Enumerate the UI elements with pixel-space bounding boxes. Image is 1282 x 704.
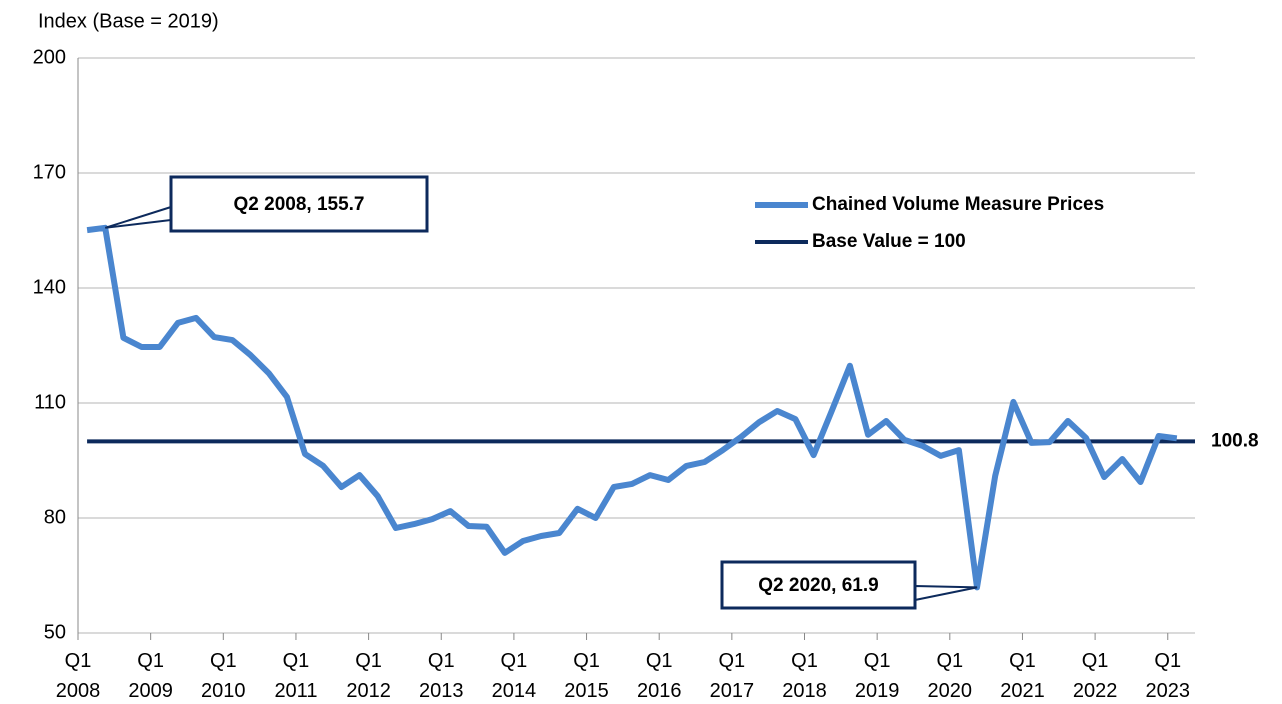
x-tick-label: Q1 2019 <box>855 650 900 702</box>
annotation: Q2 2008, 155.7 <box>234 194 365 215</box>
x-tick-label: Q1 2009 <box>128 650 173 702</box>
x-tick-label: Q1 2011 <box>274 650 317 702</box>
legend-label: Base Value = 100 <box>812 231 966 252</box>
legend-label: Chained Volume Measure Prices <box>812 194 1104 215</box>
end-value-label: 100.8 <box>1211 430 1259 451</box>
y-axis-label: Index (Base = 2019) <box>38 10 219 32</box>
x-tick-label: Q1 2008 <box>56 650 101 702</box>
y-tick-label: 50 <box>44 621 66 643</box>
y-tick-label: 110 <box>34 391 66 413</box>
annotation: Q2 2020, 61.9 <box>758 575 878 596</box>
x-tick-label: Q1 2021 <box>1000 650 1045 702</box>
x-tick-label: Q1 2022 <box>1073 650 1118 702</box>
x-tick-label: Q1 2020 <box>928 650 973 702</box>
x-tick-label: Q1 2014 <box>492 650 537 702</box>
callout-pointer <box>914 584 978 602</box>
x-tick-label: Q1 2023 <box>1146 650 1191 702</box>
x-tick-label: Q1 2015 <box>564 650 609 702</box>
x-tick-label: Q1 2010 <box>201 650 246 702</box>
x-tick-label: Q1 2017 <box>710 650 755 702</box>
x-tick-label: Q1 2016 <box>637 650 682 702</box>
callout-box <box>720 560 917 610</box>
x-tick-label: Q1 2018 <box>782 650 827 702</box>
series-line <box>86 224 1178 591</box>
callout-pointer <box>104 205 172 229</box>
callout-box <box>169 175 429 233</box>
y-tick-label: 170 <box>33 161 66 183</box>
y-tick-label: 80 <box>44 506 66 528</box>
x-tick-label: Q1 2013 <box>419 650 464 702</box>
x-tick-label: Q1 2012 <box>346 650 391 702</box>
y-tick-label: 140 <box>33 276 66 298</box>
y-tick-label: 200 <box>33 46 66 68</box>
